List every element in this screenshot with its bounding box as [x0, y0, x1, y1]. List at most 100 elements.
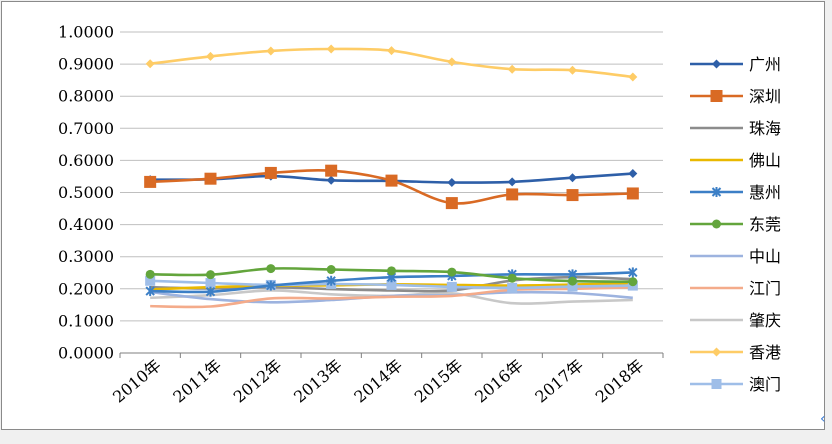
y-tick-label: 0.6000 [58, 151, 114, 170]
series-2 [144, 164, 639, 210]
legend-label: 广州 [749, 55, 781, 74]
data-point [145, 59, 155, 69]
data-point [326, 265, 336, 275]
data-point [264, 166, 277, 179]
y-tick-label: 0.9000 [58, 55, 114, 74]
y-tick-label: 0.4000 [58, 215, 114, 234]
data-point [626, 187, 639, 200]
x-tick-label: 2011年 [169, 356, 225, 407]
data-point [266, 46, 276, 56]
data-point [568, 65, 577, 75]
data-point [628, 277, 638, 287]
data-point [386, 279, 397, 290]
legend-item: 佛山 [690, 151, 781, 170]
chevron-left-icon[interactable]: ‹ [820, 411, 826, 427]
legend-marker [712, 347, 721, 357]
legend-marker [712, 219, 721, 229]
legend-item: 香港 [690, 343, 781, 362]
legend-item: 珠海 [690, 119, 781, 138]
data-point [628, 169, 638, 179]
data-point [204, 172, 217, 185]
data-point [205, 286, 216, 297]
y-tick-label: 0.2000 [58, 279, 114, 298]
data-point [205, 278, 216, 289]
y-tick-label: 0.1000 [58, 311, 114, 330]
data-point [628, 72, 638, 82]
data-point [325, 164, 338, 177]
data-point [387, 46, 396, 56]
data-point [266, 280, 276, 291]
legend-item: 肇庆 [690, 311, 781, 330]
legend-label: 澳门 [749, 375, 781, 394]
data-point [326, 44, 336, 54]
y-tick-label: 0.7000 [58, 119, 114, 138]
line-chart: 0.0000 0.1000 0.2000 0.3000 0.4000 0.5000 0.60… [58, 23, 781, 407]
data-point [145, 286, 155, 297]
data-point [507, 64, 517, 74]
series-10 [145, 44, 638, 82]
series-line [150, 285, 633, 309]
data-point [144, 175, 157, 188]
x-tick-label: 2018年 [592, 356, 648, 407]
x-tick-label: 2014年 [350, 356, 406, 407]
legend-marker [711, 379, 722, 389]
series-3 [150, 275, 633, 293]
x-tick-label: 2013年 [290, 356, 346, 407]
data-point [326, 275, 336, 286]
data-point [387, 266, 396, 276]
x-tick-label: 2017年 [531, 356, 587, 407]
legend-marker [710, 90, 723, 102]
legend-label: 江门 [749, 279, 781, 298]
data-point [507, 177, 517, 187]
y-tick-label: 0.5000 [58, 183, 114, 202]
legend-label: 肇庆 [749, 311, 781, 330]
legend-label: 香港 [749, 343, 781, 362]
data-point [145, 275, 156, 286]
y-tick-label: 0.8000 [58, 87, 114, 106]
legend-item: 中山 [690, 247, 781, 266]
legend-item: 澳门 [690, 375, 781, 394]
legend-marker [711, 187, 722, 197]
data-point [447, 178, 457, 188]
data-point [385, 174, 398, 187]
legend-label: 珠海 [749, 119, 781, 138]
data-point [506, 188, 519, 201]
legend-item: 深圳 [690, 87, 781, 106]
x-tick-label: 2010年 [109, 356, 165, 407]
legend-label: 东莞 [749, 215, 781, 234]
data-point [507, 273, 517, 283]
data-point [567, 281, 578, 292]
data-point [326, 175, 336, 185]
data-point [447, 57, 457, 67]
data-point [145, 269, 155, 279]
series-6 [145, 264, 638, 287]
data-point [628, 267, 638, 278]
x-tick-label: 2015年 [411, 356, 467, 407]
legend-item: 惠州 [690, 183, 781, 202]
legend-item: 东莞 [690, 215, 781, 234]
series-8 [150, 285, 633, 309]
data-point [445, 197, 458, 210]
data-point [206, 51, 215, 61]
legend-item: 江门 [690, 279, 781, 298]
legend-label: 中山 [749, 247, 781, 266]
y-tick-label: 1.0000 [58, 23, 114, 42]
series-line [150, 275, 633, 293]
x-tick-label: 2012年 [230, 356, 286, 407]
x-tick-label: 2016年 [471, 356, 527, 407]
data-point [206, 270, 215, 280]
legend-marker [712, 59, 721, 69]
data-point [266, 264, 276, 274]
y-tick-label: 0.0000 [58, 344, 114, 363]
data-point [446, 281, 457, 292]
data-point [507, 282, 518, 293]
data-point [568, 276, 577, 286]
data-point [566, 189, 579, 202]
legend-item: 广州 [690, 55, 781, 74]
chart-frame: 0.0000 0.1000 0.2000 0.3000 0.4000 0.5000 0.60… [1, 1, 825, 430]
data-point [568, 173, 577, 183]
legend-label: 佛山 [749, 151, 781, 170]
data-point [447, 267, 457, 277]
legend-label: 深圳 [749, 87, 781, 106]
y-tick-label: 0.3000 [58, 247, 114, 266]
